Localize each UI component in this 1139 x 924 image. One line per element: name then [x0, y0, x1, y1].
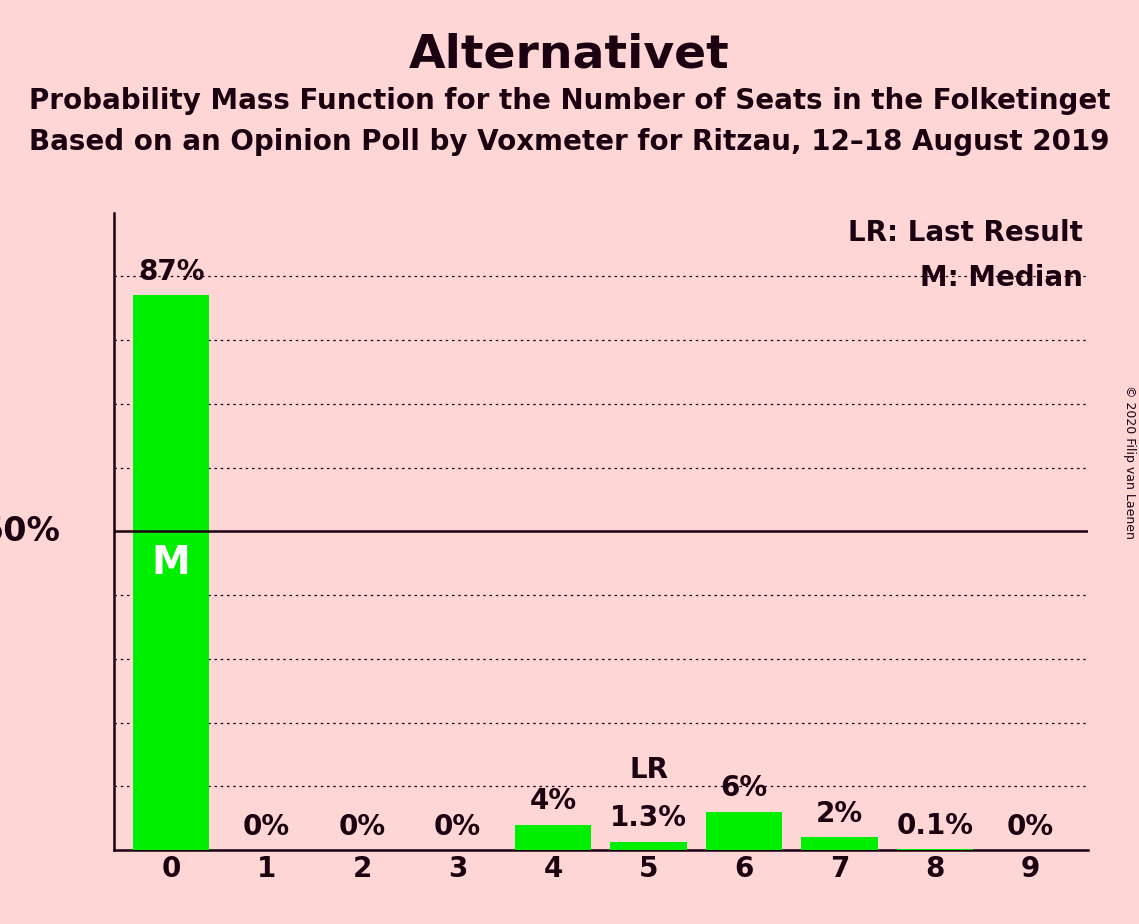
- Text: 0%: 0%: [434, 812, 481, 841]
- Text: Alternativet: Alternativet: [409, 32, 730, 78]
- Text: 1.3%: 1.3%: [611, 804, 687, 833]
- Text: 50%: 50%: [0, 515, 60, 548]
- Text: 2%: 2%: [816, 800, 863, 828]
- Text: 0%: 0%: [338, 812, 386, 841]
- Text: 4%: 4%: [530, 787, 576, 815]
- Bar: [133, 296, 210, 850]
- Text: 0.1%: 0.1%: [896, 812, 974, 840]
- Text: © 2020 Filip van Laenen: © 2020 Filip van Laenen: [1123, 385, 1137, 539]
- Text: Probability Mass Function for the Number of Seats in the Folketinget: Probability Mass Function for the Number…: [28, 87, 1111, 115]
- Text: 0%: 0%: [243, 812, 290, 841]
- Text: 87%: 87%: [138, 258, 204, 286]
- Bar: [611, 842, 687, 850]
- Text: 0%: 0%: [1007, 812, 1054, 841]
- Text: 6%: 6%: [721, 774, 768, 802]
- Text: M: M: [151, 544, 190, 582]
- Bar: [515, 824, 591, 850]
- Bar: [706, 812, 782, 850]
- Bar: [802, 837, 878, 850]
- Text: Based on an Opinion Poll by Voxmeter for Ritzau, 12–18 August 2019: Based on an Opinion Poll by Voxmeter for…: [30, 128, 1109, 155]
- Text: LR: Last Result: LR: Last Result: [849, 219, 1083, 247]
- Text: LR: LR: [629, 757, 669, 784]
- Text: M: Median: M: Median: [920, 263, 1083, 292]
